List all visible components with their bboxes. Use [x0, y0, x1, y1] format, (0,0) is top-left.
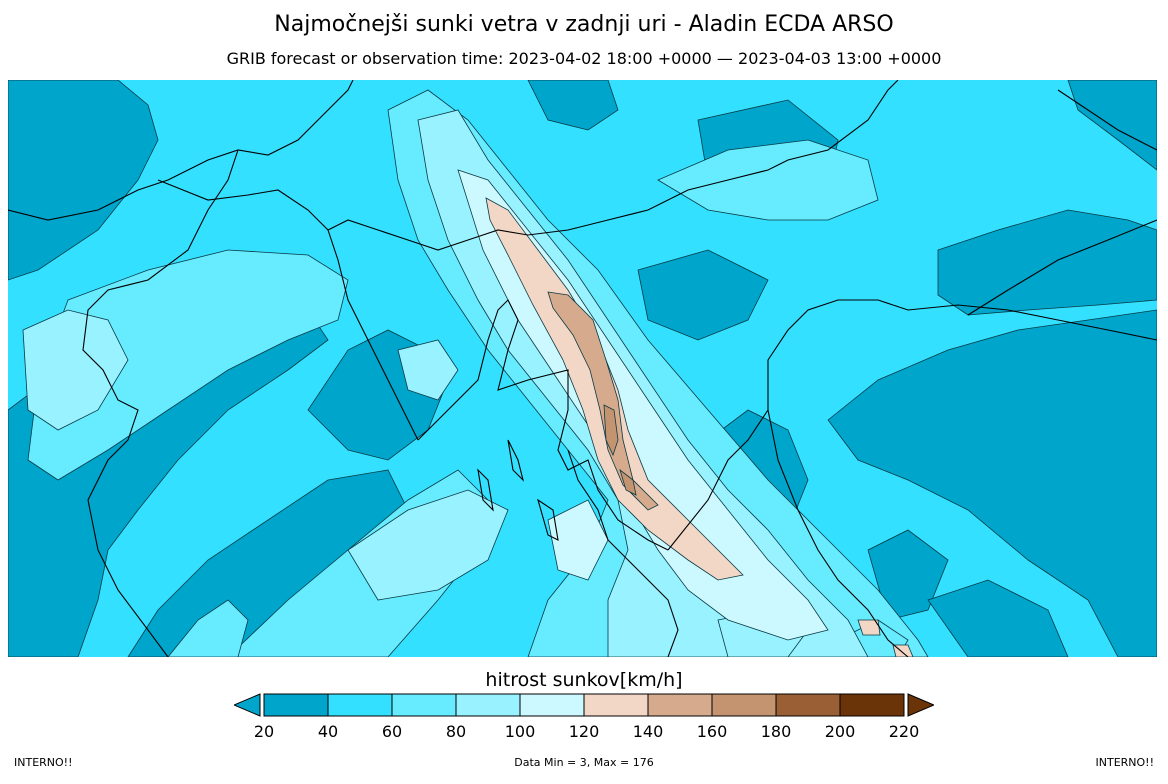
map-title: Najmočnejši sunki vetra v zadnji uri - A…	[274, 12, 894, 37]
colorbar-segment	[775, 693, 841, 717]
colorbar-tick-label: 220	[889, 722, 920, 740]
colorbar-tick-label: 200	[825, 722, 856, 740]
footer-left-label: INTERNO!!	[14, 756, 73, 769]
colorbar-tick-label: 140	[633, 722, 664, 740]
colorbar-segment	[263, 693, 329, 717]
colorbar-tick-label: 40	[318, 722, 338, 740]
colorbar-tick-label: 160	[697, 722, 728, 740]
colorbar-segment	[647, 693, 713, 717]
colorbar-segment	[455, 693, 521, 717]
colorbar-tick-label: 100	[505, 722, 536, 740]
colorbar-over-arrow	[907, 693, 934, 717]
colorbar: 20 40 60 80 100 120 140 160 180 200 220	[234, 693, 934, 740]
colorbar-tick-label: 60	[382, 722, 402, 740]
field-20-40	[8, 80, 1157, 657]
field-140-160	[547, 291, 659, 511]
field-160-180	[603, 404, 637, 496]
colorbar-segment	[327, 693, 393, 717]
map-subtitle: GRIB forecast or observation time: 2023-…	[226, 49, 942, 68]
wind-gust-map	[8, 80, 1157, 657]
colorbar-segment	[839, 693, 905, 717]
footer-right-label: INTERNO!!	[1095, 756, 1155, 769]
data-min-max-label: Data Min = 3, Max = 176	[514, 756, 654, 769]
colorbar-title: hitrost sunkov[km/h]	[485, 669, 683, 691]
colorbar-tick-label: 120	[569, 722, 600, 740]
colorbar-tick-label: 20	[254, 722, 274, 740]
colorbar-tick-label: 180	[761, 722, 792, 740]
borders	[8, 80, 1157, 657]
colorbar-segment	[519, 693, 585, 717]
colorbar-under-arrow	[234, 693, 261, 717]
colorbar-segment	[391, 693, 457, 717]
colorbar-segment	[583, 693, 649, 717]
colorbar-segment	[711, 693, 777, 717]
colorbar-tick-label: 80	[446, 722, 466, 740]
